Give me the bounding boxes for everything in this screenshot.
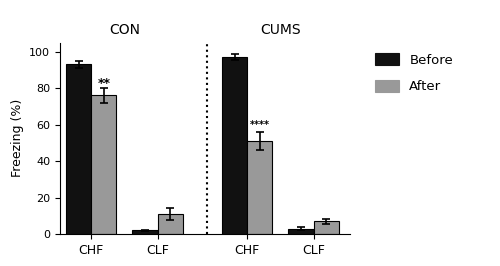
Text: ****: **** [250, 120, 270, 130]
Text: CON: CON [109, 23, 140, 37]
Y-axis label: Freezing (%): Freezing (%) [10, 99, 24, 177]
Bar [314, 221, 338, 234]
Bar [91, 95, 116, 234]
Bar [247, 141, 272, 234]
Bar [222, 57, 247, 234]
Bar [288, 228, 314, 234]
Bar [158, 214, 183, 234]
Bar [66, 64, 91, 234]
Text: **: ** [98, 77, 110, 90]
Legend: Before, After: Before, After [371, 49, 457, 97]
Bar [132, 230, 158, 234]
Text: CUMS: CUMS [260, 23, 300, 37]
